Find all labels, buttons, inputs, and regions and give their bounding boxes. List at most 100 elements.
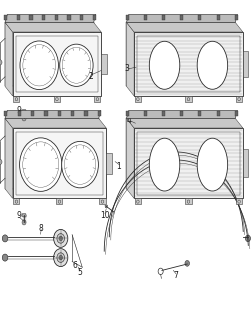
Bar bbox=[216, 15, 219, 20]
Bar bbox=[31, 111, 34, 116]
Bar bbox=[4, 111, 7, 116]
Circle shape bbox=[57, 253, 64, 262]
Bar bbox=[42, 15, 45, 20]
Circle shape bbox=[53, 249, 68, 267]
Polygon shape bbox=[22, 214, 26, 216]
Bar bbox=[57, 111, 61, 116]
Polygon shape bbox=[22, 110, 26, 112]
Polygon shape bbox=[5, 118, 13, 198]
Circle shape bbox=[53, 229, 68, 247]
Circle shape bbox=[0, 159, 2, 164]
Text: 1: 1 bbox=[116, 162, 121, 171]
Bar bbox=[80, 15, 83, 20]
Bar bbox=[198, 111, 201, 116]
Polygon shape bbox=[134, 32, 242, 96]
Text: 4: 4 bbox=[126, 116, 131, 124]
Bar bbox=[179, 111, 182, 116]
Polygon shape bbox=[126, 22, 134, 96]
Circle shape bbox=[184, 260, 189, 266]
Polygon shape bbox=[5, 22, 101, 32]
Bar bbox=[179, 15, 182, 20]
Bar bbox=[162, 15, 165, 20]
Polygon shape bbox=[126, 118, 134, 198]
Bar bbox=[216, 111, 219, 116]
Text: 9: 9 bbox=[16, 106, 21, 115]
Circle shape bbox=[2, 235, 8, 242]
Bar bbox=[92, 15, 96, 20]
Polygon shape bbox=[101, 54, 106, 74]
Ellipse shape bbox=[149, 41, 179, 89]
Polygon shape bbox=[242, 51, 247, 77]
Polygon shape bbox=[13, 32, 101, 96]
Bar bbox=[4, 15, 7, 20]
Polygon shape bbox=[235, 96, 241, 102]
Bar bbox=[198, 15, 201, 20]
Polygon shape bbox=[105, 205, 107, 208]
Circle shape bbox=[59, 236, 62, 241]
Polygon shape bbox=[13, 128, 106, 198]
Bar bbox=[143, 111, 146, 116]
Bar bbox=[67, 15, 71, 20]
Bar bbox=[84, 111, 87, 116]
Bar bbox=[97, 111, 101, 116]
Polygon shape bbox=[185, 198, 191, 204]
Circle shape bbox=[57, 234, 64, 243]
Polygon shape bbox=[126, 110, 237, 118]
Bar bbox=[125, 111, 128, 116]
Text: 10: 10 bbox=[100, 212, 109, 220]
Circle shape bbox=[59, 44, 93, 86]
Bar bbox=[125, 15, 128, 20]
Polygon shape bbox=[5, 118, 98, 189]
Bar bbox=[17, 15, 20, 20]
Polygon shape bbox=[134, 198, 140, 204]
Circle shape bbox=[2, 254, 8, 261]
Polygon shape bbox=[134, 96, 140, 102]
Polygon shape bbox=[126, 118, 234, 189]
Polygon shape bbox=[126, 14, 237, 22]
Circle shape bbox=[244, 235, 249, 242]
Text: 5: 5 bbox=[77, 268, 82, 277]
Polygon shape bbox=[13, 198, 19, 204]
Polygon shape bbox=[185, 96, 191, 102]
Bar bbox=[29, 15, 33, 20]
Polygon shape bbox=[126, 22, 242, 32]
Bar bbox=[17, 111, 21, 116]
Polygon shape bbox=[54, 96, 60, 102]
Polygon shape bbox=[126, 22, 234, 86]
Ellipse shape bbox=[196, 138, 227, 191]
Polygon shape bbox=[134, 128, 242, 198]
Circle shape bbox=[61, 141, 98, 188]
Ellipse shape bbox=[149, 138, 179, 191]
Bar bbox=[44, 111, 47, 116]
Text: 8: 8 bbox=[38, 224, 43, 233]
Ellipse shape bbox=[196, 41, 227, 89]
Bar bbox=[162, 111, 165, 116]
Circle shape bbox=[19, 138, 62, 191]
Polygon shape bbox=[5, 22, 13, 96]
Polygon shape bbox=[235, 198, 241, 204]
Bar bbox=[54, 15, 58, 20]
Bar bbox=[234, 111, 237, 116]
Bar bbox=[234, 15, 237, 20]
Bar bbox=[71, 111, 74, 116]
Bar bbox=[143, 15, 146, 20]
Circle shape bbox=[22, 116, 26, 121]
Polygon shape bbox=[242, 149, 247, 177]
Polygon shape bbox=[13, 96, 19, 102]
Text: 9: 9 bbox=[16, 212, 21, 220]
Polygon shape bbox=[94, 96, 100, 102]
Circle shape bbox=[0, 60, 2, 65]
Polygon shape bbox=[106, 153, 111, 174]
Polygon shape bbox=[5, 118, 106, 128]
Circle shape bbox=[22, 220, 26, 225]
Polygon shape bbox=[56, 198, 62, 204]
Polygon shape bbox=[5, 22, 93, 86]
Polygon shape bbox=[5, 110, 101, 118]
Polygon shape bbox=[126, 118, 242, 128]
Text: 6: 6 bbox=[72, 261, 77, 270]
Text: 3: 3 bbox=[123, 64, 129, 73]
Polygon shape bbox=[99, 198, 105, 204]
Circle shape bbox=[20, 41, 58, 90]
Text: 7: 7 bbox=[173, 271, 178, 280]
Polygon shape bbox=[5, 14, 96, 22]
